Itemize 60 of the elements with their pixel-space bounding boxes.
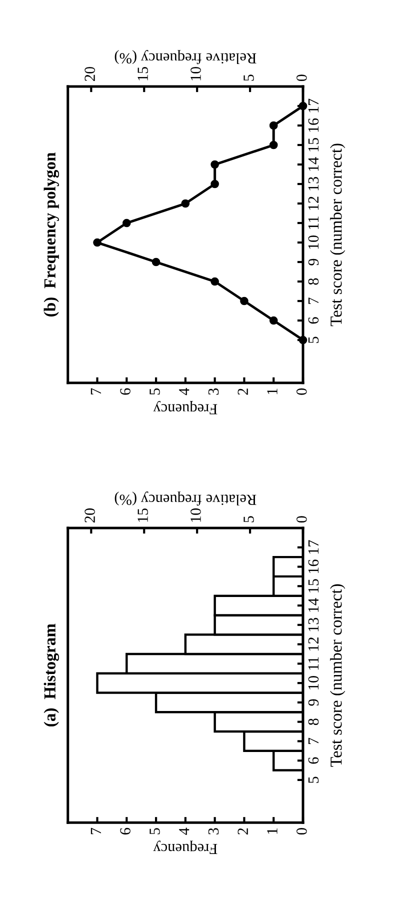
y-tick-label: 5 [308,776,319,783]
x2-tick-label: 0 [296,74,307,82]
x-tick-label: 1 [267,388,278,394]
y-tick-label: 16 [308,118,319,132]
y-tick-label: 12 [308,196,318,210]
x-tick-label: 2 [238,828,248,834]
y-tick-label: 14 [308,157,318,171]
y-tick-label: 10 [308,676,319,690]
x-tick-label: 3 [208,388,219,395]
x2-axis-title: Relative frequency (%) [114,50,256,64]
x2-tick-label: 5 [244,74,254,81]
x-tick-label: 7 [90,828,101,834]
y-tick-label: 15 [308,138,319,152]
x-tick-label: 1 [267,828,278,834]
y-tick-label: 17 [308,98,318,112]
y-tick-label: 13 [308,176,319,190]
x2-tick-label: 10 [190,508,201,522]
x-tick-label: 5 [150,828,160,834]
x-tick-label: 5 [150,388,160,395]
x2-tick-label: 5 [244,516,254,522]
x2-tick-label: 20 [84,66,95,81]
y-tick-label: 8 [308,278,319,285]
y-tick-label: 9 [308,258,319,266]
y-tick-label: 8 [308,718,319,726]
text: (a) Histogram [44,624,60,726]
y-tick-label: 5 [308,336,319,343]
x-tick-label: 7 [90,388,101,394]
x2-tick-label: 15 [138,508,148,522]
y-tick-label: 9 [308,699,319,706]
y-tick-label: 7 [308,738,318,744]
y-tick-label: 13 [308,618,319,632]
x-axis-title: Frequency [153,840,218,854]
x-tick-label: 4 [179,388,190,396]
x-tick-label: 6 [120,388,130,395]
y-tick-label: 11 [308,657,318,670]
x-tick-label: 0 [296,388,307,395]
x-tick-label: 4 [179,828,190,835]
x-tick-label: 0 [296,828,307,835]
x2-axis-title: Relative frequency (%) [114,492,256,506]
x2-tick-label: 10 [190,66,201,80]
y-tick-label: 7 [308,298,318,304]
x-tick-label: 6 [120,828,130,834]
y-tick-label: 12 [308,637,318,651]
y-axis-title: Test score (number correct) [330,144,346,326]
text: (b) Frequency polygon [44,152,60,316]
x2-tick-label: 0 [296,516,307,523]
x-tick-label: 3 [208,828,219,834]
x2-tick-label: 20 [84,508,95,522]
y-tick-label: 14 [308,598,318,612]
y-tick-label: 6 [308,757,319,764]
y-axis-title: Test score (number correct) [330,584,346,767]
x2-tick-label: 15 [138,66,148,80]
y-tick-label: 11 [308,216,318,230]
x-axis-title: Frequency [153,400,218,414]
y-tick-label: 15 [308,579,319,592]
y-tick-label: 16 [308,560,319,574]
y-tick-label: 10 [308,235,319,249]
y-tick-label: 6 [308,317,319,324]
y-tick-label: 17 [308,540,318,554]
x-tick-label: 2 [238,388,248,395]
